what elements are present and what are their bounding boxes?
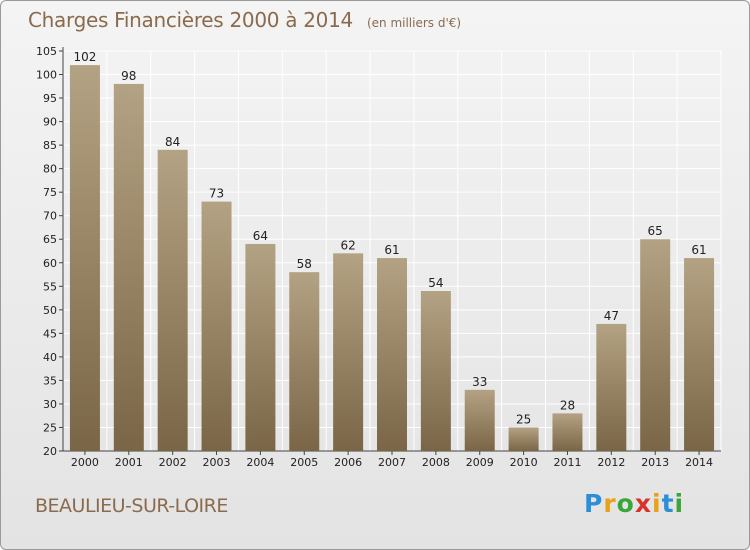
bar-2009 [464,389,495,451]
y-tick-label: 90 [43,116,57,129]
x-tick-label: 2013 [641,456,669,469]
logo-letter: i [652,489,662,518]
x-tick-label: 2001 [115,456,143,469]
y-tick-label: 55 [43,280,57,293]
y-tick-label: 95 [43,92,57,105]
bar-2012 [596,323,627,451]
y-tick-label: 40 [43,351,57,364]
logo-letter: i [674,489,685,518]
value-label-2007: 61 [384,243,399,257]
value-label-2010: 25 [516,412,531,426]
x-tick-label: 2005 [290,456,318,469]
bar-2005 [289,272,320,451]
value-label-2000: 102 [73,50,96,64]
bar-2008 [420,291,451,451]
y-tick-label: 100 [36,69,57,82]
x-tick-label: 2010 [510,456,538,469]
x-tick-label: 2000 [71,456,99,469]
bar-2010 [508,427,539,451]
x-tick-label: 2014 [685,456,713,469]
chart-title: Charges Financières 2000 à 2014 [28,8,353,32]
place-name: BEAULIEU-SUR-LOIRE [35,495,228,517]
logo-letter: t [661,489,675,518]
y-tick-label: 35 [43,374,57,387]
bar-2006 [333,253,364,451]
value-label-2009: 33 [472,375,487,389]
value-label-2005: 58 [297,257,312,271]
value-label-2004: 64 [253,229,268,243]
value-label-2001: 98 [121,69,136,83]
chart-header: Charges Financières 2000 à 2014 (en milli… [28,8,461,32]
y-tick-label: 45 [43,327,57,340]
y-tick-label: 105 [36,45,57,58]
x-tick-label: 2007 [378,456,406,469]
y-tick-label: 50 [43,304,57,317]
bar-2002 [157,149,188,451]
y-tick-label: 80 [43,163,57,176]
y-tick-label: 25 [43,421,57,434]
value-label-2013: 65 [648,224,663,238]
logo-letter: o [616,489,635,518]
x-tick-label: 2008 [422,456,450,469]
value-label-2003: 73 [209,187,224,201]
logo-letter: r [603,489,617,518]
x-tick-label: 2011 [553,456,581,469]
labels: 20 25 30 35 40 45 50 55 60 65 70 75 80 85 90 95 100 105 20… [36,45,713,469]
y-tick-label: 30 [43,398,57,411]
bar-2001 [113,83,144,452]
logo-letter: x [634,489,652,518]
value-label-2011: 28 [560,398,575,412]
y-tick-label: 75 [43,186,57,199]
y-tick-label: 85 [43,139,57,152]
y-tick-label: 70 [43,210,57,223]
bar-2014 [684,258,715,451]
bar-2000 [69,65,100,451]
x-tick-label: 2003 [203,456,231,469]
x-tick-label: 2004 [246,456,274,469]
y-tick-label: 65 [43,233,57,246]
bar-2013 [640,239,671,451]
chart-subtitle: (en milliers d'€) [366,16,462,30]
bar-2003 [201,201,232,451]
proxiti-logo[interactable]: Proxiti [584,489,684,518]
y-tick-label: 20 [43,445,57,458]
x-tick-label: 2006 [334,456,362,469]
bars [69,65,715,452]
x-tick-label: 2002 [159,456,187,469]
x-tick-label: 2009 [466,456,494,469]
value-label-2012: 47 [604,309,619,323]
bar-2007 [377,258,407,451]
value-label-2014: 61 [691,243,706,257]
value-label-2008: 54 [428,276,443,290]
y-tick-label: 60 [43,257,57,270]
logo-letter: P [584,489,604,518]
bar-2011 [552,413,583,451]
x-tick-label: 2012 [597,456,625,469]
value-label-2002: 84 [165,135,180,149]
bar-2004 [245,243,276,451]
value-label-2006: 62 [340,238,355,252]
